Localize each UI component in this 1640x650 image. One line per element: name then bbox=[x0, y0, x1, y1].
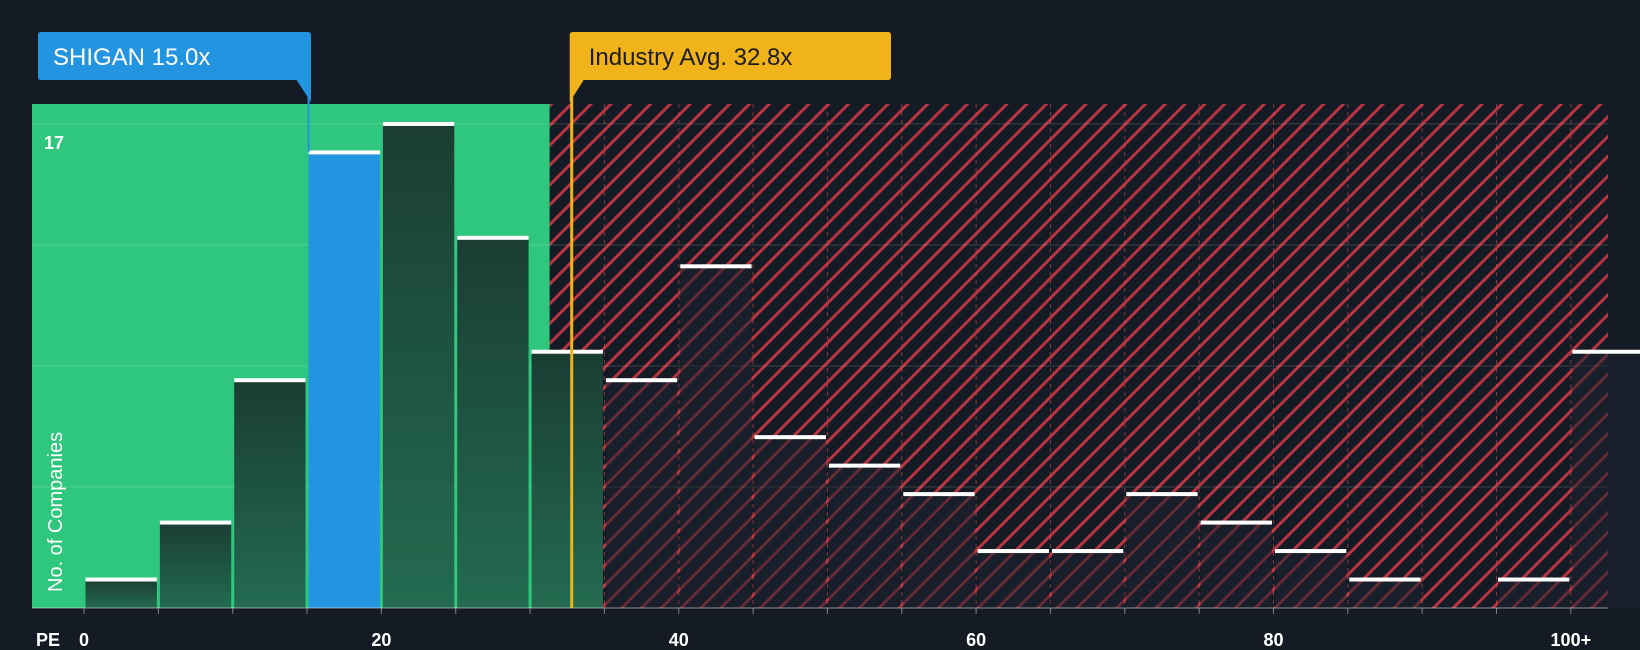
bar-cap bbox=[903, 492, 975, 497]
bar bbox=[680, 266, 752, 608]
x-ticks: 0 20 40 60 80 100+ bbox=[79, 608, 1591, 650]
bar bbox=[1572, 351, 1640, 608]
bar-cap bbox=[1349, 577, 1421, 582]
bar bbox=[1051, 551, 1124, 608]
bar bbox=[977, 551, 1049, 608]
bar-cap bbox=[1497, 577, 1570, 582]
bar-cap bbox=[382, 121, 455, 126]
x-tick-label: 100+ bbox=[1551, 630, 1592, 650]
bar-cap bbox=[234, 378, 306, 383]
industry-callout-box bbox=[569, 32, 891, 102]
bar-cap bbox=[1051, 549, 1124, 554]
bar bbox=[531, 351, 603, 608]
bar bbox=[234, 380, 306, 608]
x-tick-label: 40 bbox=[669, 630, 689, 650]
x-tick-label: 80 bbox=[1263, 630, 1283, 650]
bar-cap bbox=[1200, 520, 1272, 525]
y-axis-title: No. of Companies bbox=[45, 432, 67, 592]
x-axis-title: PE bbox=[36, 630, 60, 650]
bar bbox=[382, 123, 455, 609]
industry-callout: Industry Avg. 32.8x bbox=[569, 32, 891, 102]
bar-cap bbox=[85, 577, 157, 582]
industry-callout-label: Industry Avg. 32.8x bbox=[589, 44, 793, 71]
x-tick-label: 60 bbox=[966, 630, 986, 650]
y-tick-label: 17 bbox=[44, 133, 64, 153]
bar-cap bbox=[1572, 349, 1640, 354]
bar-cap bbox=[1126, 492, 1198, 497]
bar-cap bbox=[605, 378, 678, 383]
bar-cap bbox=[308, 150, 380, 155]
bar-cap bbox=[828, 463, 901, 468]
bar bbox=[1497, 579, 1570, 608]
bar-cap bbox=[531, 349, 603, 354]
bar bbox=[457, 237, 529, 608]
bar bbox=[903, 494, 975, 608]
bar bbox=[754, 437, 826, 608]
company-callout-label: SHIGAN 15.0x bbox=[53, 44, 210, 71]
bar-cap bbox=[1274, 549, 1347, 554]
company-callout: SHIGAN 15.0x bbox=[38, 32, 311, 102]
bar bbox=[1126, 494, 1198, 608]
bar-cap bbox=[754, 435, 826, 440]
bar bbox=[85, 579, 157, 608]
company-callout-box bbox=[38, 32, 311, 102]
bar bbox=[1200, 522, 1272, 608]
x-tick-label: 0 bbox=[79, 630, 89, 650]
x-tick-label: 20 bbox=[371, 630, 391, 650]
bar-cap bbox=[159, 520, 232, 525]
bar bbox=[1349, 579, 1421, 608]
bars bbox=[32, 104, 1640, 609]
bar-cap bbox=[680, 264, 752, 269]
bar bbox=[159, 522, 232, 608]
bar bbox=[828, 465, 901, 608]
bar bbox=[1274, 551, 1347, 608]
bar-highlight-company bbox=[308, 152, 380, 608]
bar-cap bbox=[977, 549, 1049, 554]
bar bbox=[605, 380, 678, 608]
bar-cap bbox=[457, 235, 529, 240]
